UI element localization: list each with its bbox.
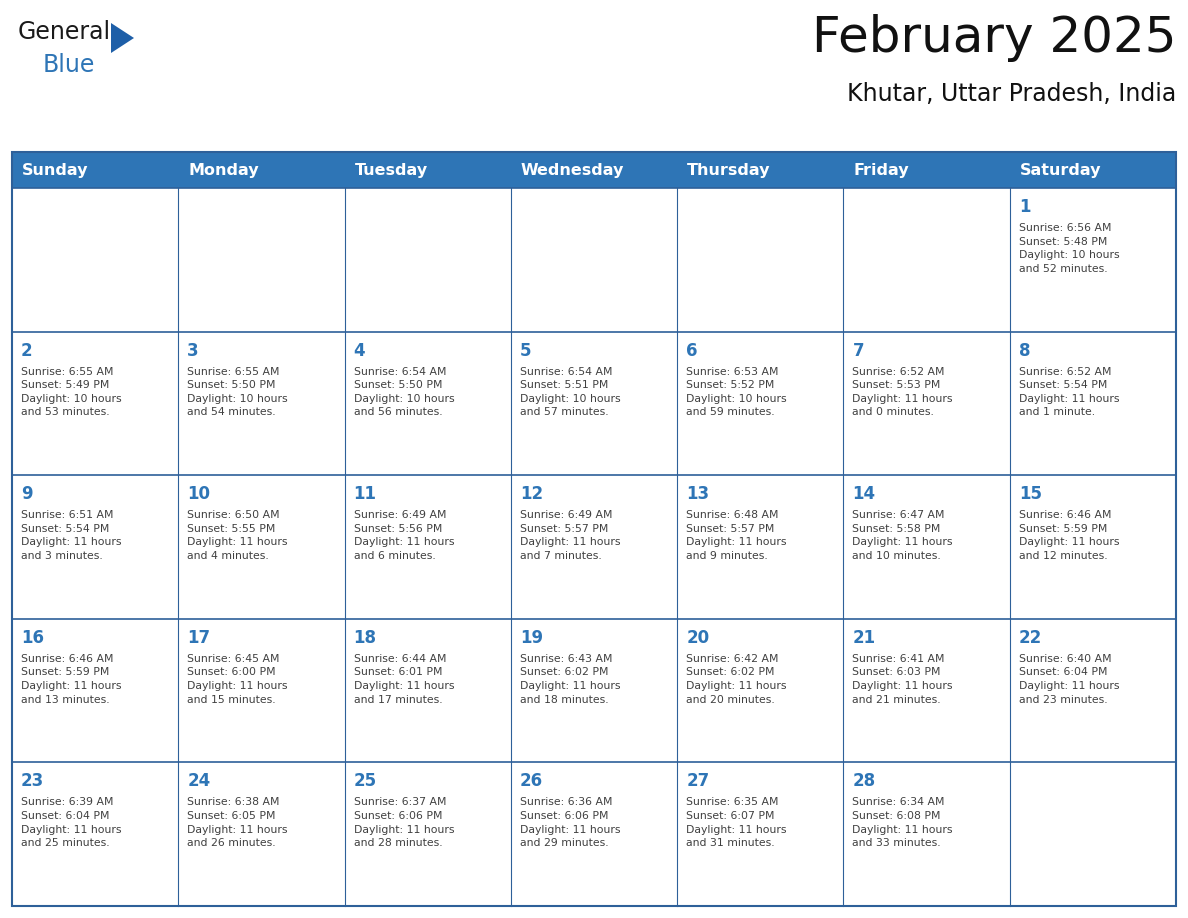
Bar [511, 152, 677, 188]
Text: Blue: Blue [43, 53, 95, 77]
Text: Sunrise: 6:54 AM
Sunset: 5:50 PM
Daylight: 10 hours
and 56 minutes.: Sunrise: 6:54 AM Sunset: 5:50 PM Dayligh… [354, 366, 454, 418]
Text: 13: 13 [687, 486, 709, 503]
Text: Khutar, Uttar Pradesh, India: Khutar, Uttar Pradesh, India [847, 82, 1176, 106]
Text: 22: 22 [1019, 629, 1042, 647]
Text: 16: 16 [21, 629, 44, 647]
Text: Sunrise: 6:44 AM
Sunset: 6:01 PM
Daylight: 11 hours
and 17 minutes.: Sunrise: 6:44 AM Sunset: 6:01 PM Dayligh… [354, 654, 454, 705]
Text: 7: 7 [853, 341, 864, 360]
Bar [1010, 152, 1176, 188]
Bar [843, 152, 1010, 188]
Text: Saturday: Saturday [1019, 162, 1101, 177]
Text: Sunrise: 6:46 AM
Sunset: 5:59 PM
Daylight: 11 hours
and 13 minutes.: Sunrise: 6:46 AM Sunset: 5:59 PM Dayligh… [21, 654, 121, 705]
Text: 15: 15 [1019, 486, 1042, 503]
Text: Sunrise: 6:55 AM
Sunset: 5:49 PM
Daylight: 10 hours
and 53 minutes.: Sunrise: 6:55 AM Sunset: 5:49 PM Dayligh… [21, 366, 121, 418]
Text: 27: 27 [687, 772, 709, 790]
Text: 23: 23 [21, 772, 44, 790]
Text: 1: 1 [1019, 198, 1030, 216]
Text: Sunrise: 6:48 AM
Sunset: 5:57 PM
Daylight: 11 hours
and 9 minutes.: Sunrise: 6:48 AM Sunset: 5:57 PM Dayligh… [687, 510, 786, 561]
Text: Sunrise: 6:53 AM
Sunset: 5:52 PM
Daylight: 10 hours
and 59 minutes.: Sunrise: 6:53 AM Sunset: 5:52 PM Dayligh… [687, 366, 786, 418]
Text: Sunrise: 6:47 AM
Sunset: 5:58 PM
Daylight: 11 hours
and 10 minutes.: Sunrise: 6:47 AM Sunset: 5:58 PM Dayligh… [853, 510, 953, 561]
Text: Sunrise: 6:39 AM
Sunset: 6:04 PM
Daylight: 11 hours
and 25 minutes.: Sunrise: 6:39 AM Sunset: 6:04 PM Dayligh… [21, 798, 121, 848]
Text: Sunrise: 6:52 AM
Sunset: 5:54 PM
Daylight: 11 hours
and 1 minute.: Sunrise: 6:52 AM Sunset: 5:54 PM Dayligh… [1019, 366, 1119, 418]
Text: 4: 4 [354, 341, 365, 360]
Text: Sunrise: 6:43 AM
Sunset: 6:02 PM
Daylight: 11 hours
and 18 minutes.: Sunrise: 6:43 AM Sunset: 6:02 PM Dayligh… [520, 654, 620, 705]
Text: Sunrise: 6:36 AM
Sunset: 6:06 PM
Daylight: 11 hours
and 29 minutes.: Sunrise: 6:36 AM Sunset: 6:06 PM Dayligh… [520, 798, 620, 848]
Text: 8: 8 [1019, 341, 1030, 360]
Text: General: General [18, 20, 112, 44]
Bar [12, 152, 178, 188]
Text: Sunrise: 6:42 AM
Sunset: 6:02 PM
Daylight: 11 hours
and 20 minutes.: Sunrise: 6:42 AM Sunset: 6:02 PM Dayligh… [687, 654, 786, 705]
Text: 3: 3 [188, 341, 198, 360]
Bar [345, 152, 511, 188]
Bar [178, 152, 345, 188]
Text: 18: 18 [354, 629, 377, 647]
Text: Sunrise: 6:46 AM
Sunset: 5:59 PM
Daylight: 11 hours
and 12 minutes.: Sunrise: 6:46 AM Sunset: 5:59 PM Dayligh… [1019, 510, 1119, 561]
Text: Sunrise: 6:52 AM
Sunset: 5:53 PM
Daylight: 11 hours
and 0 minutes.: Sunrise: 6:52 AM Sunset: 5:53 PM Dayligh… [853, 366, 953, 418]
Text: 17: 17 [188, 629, 210, 647]
Text: Sunrise: 6:51 AM
Sunset: 5:54 PM
Daylight: 11 hours
and 3 minutes.: Sunrise: 6:51 AM Sunset: 5:54 PM Dayligh… [21, 510, 121, 561]
Text: 19: 19 [520, 629, 543, 647]
Text: 21: 21 [853, 629, 876, 647]
Text: Sunrise: 6:41 AM
Sunset: 6:03 PM
Daylight: 11 hours
and 21 minutes.: Sunrise: 6:41 AM Sunset: 6:03 PM Dayligh… [853, 654, 953, 705]
Text: 28: 28 [853, 772, 876, 790]
Text: Monday: Monday [188, 162, 259, 177]
Text: Sunrise: 6:55 AM
Sunset: 5:50 PM
Daylight: 10 hours
and 54 minutes.: Sunrise: 6:55 AM Sunset: 5:50 PM Dayligh… [188, 366, 287, 418]
Text: 12: 12 [520, 486, 543, 503]
Text: 9: 9 [21, 486, 32, 503]
Text: 11: 11 [354, 486, 377, 503]
Text: 10: 10 [188, 486, 210, 503]
Text: Sunrise: 6:34 AM
Sunset: 6:08 PM
Daylight: 11 hours
and 33 minutes.: Sunrise: 6:34 AM Sunset: 6:08 PM Dayligh… [853, 798, 953, 848]
Text: Sunrise: 6:56 AM
Sunset: 5:48 PM
Daylight: 10 hours
and 52 minutes.: Sunrise: 6:56 AM Sunset: 5:48 PM Dayligh… [1019, 223, 1119, 274]
Text: Sunrise: 6:49 AM
Sunset: 5:56 PM
Daylight: 11 hours
and 6 minutes.: Sunrise: 6:49 AM Sunset: 5:56 PM Dayligh… [354, 510, 454, 561]
Text: Sunrise: 6:40 AM
Sunset: 6:04 PM
Daylight: 11 hours
and 23 minutes.: Sunrise: 6:40 AM Sunset: 6:04 PM Dayligh… [1019, 654, 1119, 705]
Text: Sunrise: 6:45 AM
Sunset: 6:00 PM
Daylight: 11 hours
and 15 minutes.: Sunrise: 6:45 AM Sunset: 6:00 PM Dayligh… [188, 654, 287, 705]
Text: Wednesday: Wednesday [520, 162, 624, 177]
Text: Sunrise: 6:37 AM
Sunset: 6:06 PM
Daylight: 11 hours
and 28 minutes.: Sunrise: 6:37 AM Sunset: 6:06 PM Dayligh… [354, 798, 454, 848]
Text: 24: 24 [188, 772, 210, 790]
Text: 26: 26 [520, 772, 543, 790]
Text: February 2025: February 2025 [811, 14, 1176, 62]
Bar [12, 152, 1176, 906]
Text: 25: 25 [354, 772, 377, 790]
Text: Sunrise: 6:35 AM
Sunset: 6:07 PM
Daylight: 11 hours
and 31 minutes.: Sunrise: 6:35 AM Sunset: 6:07 PM Dayligh… [687, 798, 786, 848]
Bar [677, 152, 843, 188]
Text: Thursday: Thursday [687, 162, 771, 177]
Text: Sunrise: 6:50 AM
Sunset: 5:55 PM
Daylight: 11 hours
and 4 minutes.: Sunrise: 6:50 AM Sunset: 5:55 PM Dayligh… [188, 510, 287, 561]
Text: Tuesday: Tuesday [354, 162, 428, 177]
Text: 5: 5 [520, 341, 531, 360]
Polygon shape [110, 23, 134, 53]
Text: Sunrise: 6:38 AM
Sunset: 6:05 PM
Daylight: 11 hours
and 26 minutes.: Sunrise: 6:38 AM Sunset: 6:05 PM Dayligh… [188, 798, 287, 848]
Text: Sunday: Sunday [23, 162, 88, 177]
Text: 14: 14 [853, 486, 876, 503]
Text: Friday: Friday [853, 162, 909, 177]
Text: Sunrise: 6:49 AM
Sunset: 5:57 PM
Daylight: 11 hours
and 7 minutes.: Sunrise: 6:49 AM Sunset: 5:57 PM Dayligh… [520, 510, 620, 561]
Text: Sunrise: 6:54 AM
Sunset: 5:51 PM
Daylight: 10 hours
and 57 minutes.: Sunrise: 6:54 AM Sunset: 5:51 PM Dayligh… [520, 366, 620, 418]
Text: 2: 2 [21, 341, 32, 360]
Text: 20: 20 [687, 629, 709, 647]
Text: 6: 6 [687, 341, 697, 360]
